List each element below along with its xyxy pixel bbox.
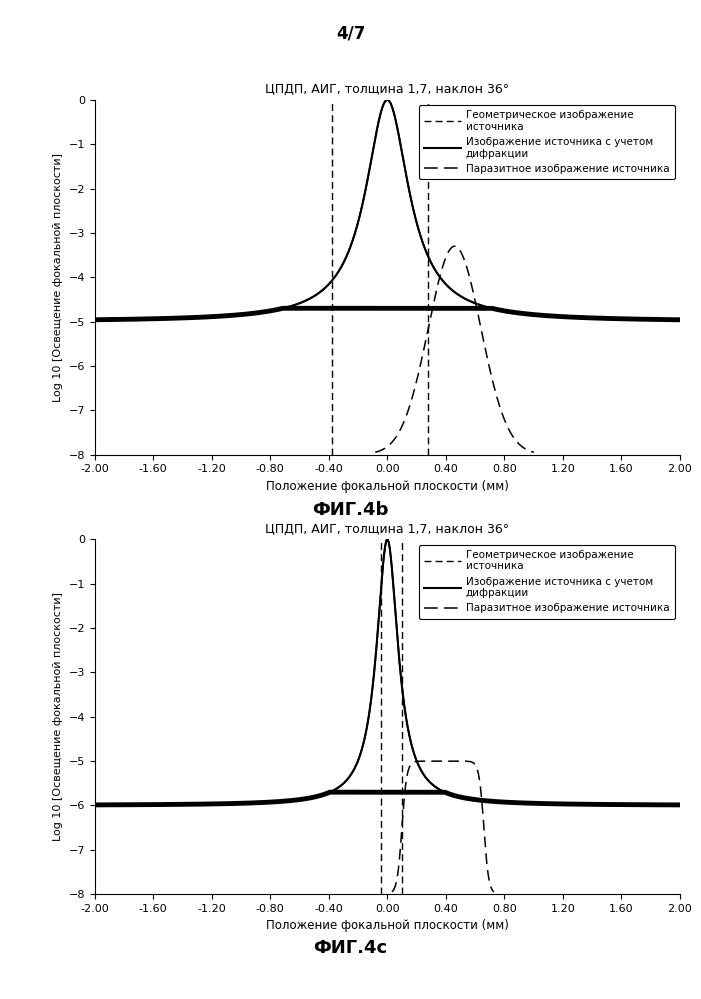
Legend: Геометрическое изображение
источника, Изображение источника с учетом
дифракции, : Геометрическое изображение источника, Из… [419, 105, 675, 179]
Text: ФИГ.4c: ФИГ.4c [313, 939, 388, 957]
Text: ФИГ.4b: ФИГ.4b [313, 501, 388, 519]
Text: 4/7: 4/7 [336, 25, 365, 43]
Y-axis label: Log 10 [Освещение фокальной плоскости]: Log 10 [Освещение фокальной плоскости] [53, 153, 63, 402]
Title: ЦПДП, АИГ, толщина 1,7, наклон 36°: ЦПДП, АИГ, толщина 1,7, наклон 36° [265, 83, 510, 96]
Title: ЦПДП, АИГ, толщина 1,7, наклон 36°: ЦПДП, АИГ, толщина 1,7, наклон 36° [265, 522, 510, 535]
Y-axis label: Log 10 [Освещение фокальной плоскости]: Log 10 [Освещение фокальной плоскости] [53, 592, 63, 841]
Legend: Геометрическое изображение
источника, Изображение источника с учетом
дифракции, : Геометрическое изображение источника, Из… [419, 544, 675, 618]
X-axis label: Положение фокальной плоскости (мм): Положение фокальной плоскости (мм) [266, 919, 509, 932]
X-axis label: Положение фокальной плоскости (мм): Положение фокальной плоскости (мм) [266, 480, 509, 493]
